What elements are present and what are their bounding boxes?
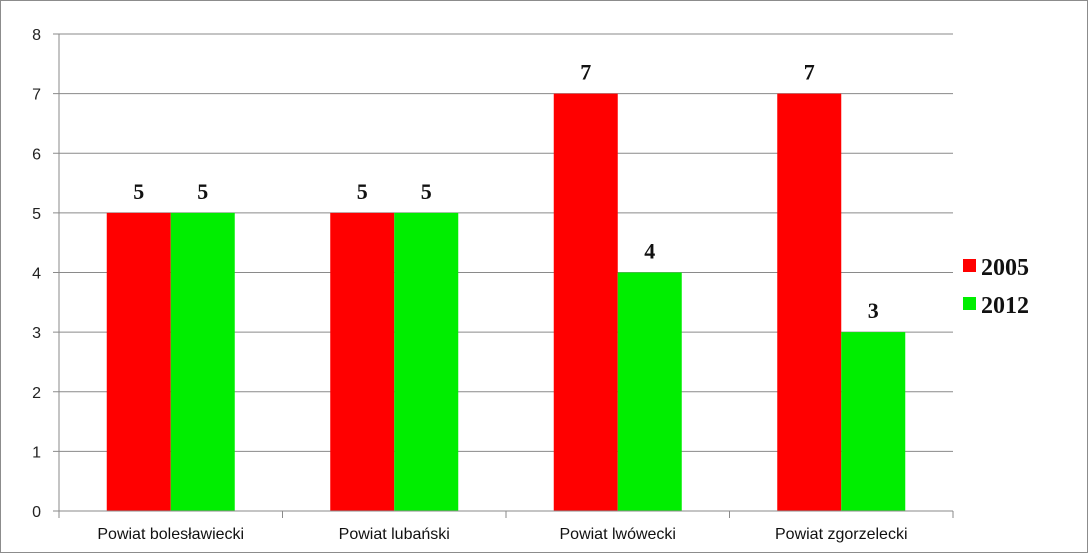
y-tick-label: 0 [32,504,41,521]
y-tick-label: 2 [32,385,41,402]
bar-2012 [170,212,235,511]
legend-label: 2012 [981,293,1029,319]
data-labels: 5 5 5 5 7 4 7 3 [133,60,879,324]
bar-2005 [106,212,171,511]
category-label: Powiat lwówecki [560,526,676,543]
bar-2005 [777,93,842,511]
y-tick-label: 6 [32,146,41,163]
data-label: 3 [868,298,879,323]
y-tick-label: 3 [32,325,41,342]
data-label: 5 [357,179,368,204]
data-label: 5 [421,179,432,204]
category-label: Powiat zgorzelecki [775,526,908,543]
bar-2005 [330,212,395,511]
data-label: 5 [197,179,208,204]
bar-2012 [617,272,682,511]
y-axis-ticks: 0 1 2 3 4 5 6 7 8 [32,27,60,521]
legend-label: 2005 [981,255,1029,281]
bars [106,93,906,511]
legend: 2005 2012 [963,255,1029,319]
x-axis [58,510,954,518]
bar-2012 [394,212,459,511]
category-label: Powiat bolesławiecki [97,526,244,543]
bar-2012 [841,332,906,511]
category-label: Powiat lubański [339,526,450,543]
y-tick-label: 8 [32,27,41,44]
category-labels: Powiat bolesławiecki Powiat lubański Powia… [97,526,907,543]
bar-2005 [553,93,618,511]
data-label: 7 [580,60,591,85]
data-label: 7 [804,60,815,85]
y-tick-label: 5 [32,206,41,223]
data-label: 4 [644,239,655,264]
data-label: 5 [133,179,144,204]
y-tick-label: 4 [32,266,41,283]
y-tick-label: 7 [32,87,41,104]
legend-swatch-2005 [963,259,976,272]
legend-swatch-2012 [963,297,976,310]
y-tick-label: 1 [32,444,41,461]
